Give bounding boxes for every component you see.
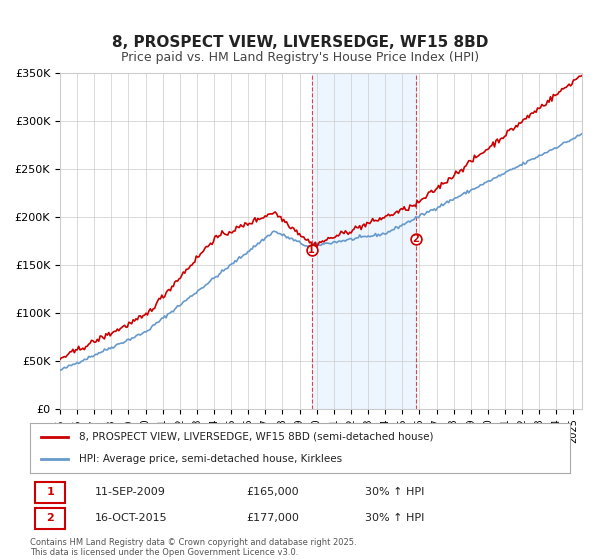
FancyBboxPatch shape [35, 508, 65, 529]
Text: 8, PROSPECT VIEW, LIVERSEDGE, WF15 8BD: 8, PROSPECT VIEW, LIVERSEDGE, WF15 8BD [112, 35, 488, 50]
Text: 11-SEP-2009: 11-SEP-2009 [95, 487, 166, 497]
Text: Contains HM Land Registry data © Crown copyright and database right 2025.
This d: Contains HM Land Registry data © Crown c… [30, 538, 356, 557]
Text: £177,000: £177,000 [246, 514, 299, 524]
Text: 16-OCT-2015: 16-OCT-2015 [95, 514, 167, 524]
Text: 2: 2 [46, 514, 54, 524]
Bar [311, 73, 416, 409]
Text: Price paid vs. HM Land Registry's House Price Index (HPI): Price paid vs. HM Land Registry's House … [121, 52, 479, 64]
FancyBboxPatch shape [35, 482, 65, 503]
Text: 1: 1 [308, 245, 315, 255]
Text: £165,000: £165,000 [246, 487, 299, 497]
Text: 30% ↑ HPI: 30% ↑ HPI [365, 514, 424, 524]
Text: 1: 1 [46, 487, 54, 497]
Text: 8, PROSPECT VIEW, LIVERSEDGE, WF15 8BD (semi-detached house): 8, PROSPECT VIEW, LIVERSEDGE, WF15 8BD (… [79, 432, 433, 442]
Text: HPI: Average price, semi-detached house, Kirklees: HPI: Average price, semi-detached house,… [79, 454, 342, 464]
Text: 2: 2 [413, 234, 419, 244]
Text: 30% ↑ HPI: 30% ↑ HPI [365, 487, 424, 497]
